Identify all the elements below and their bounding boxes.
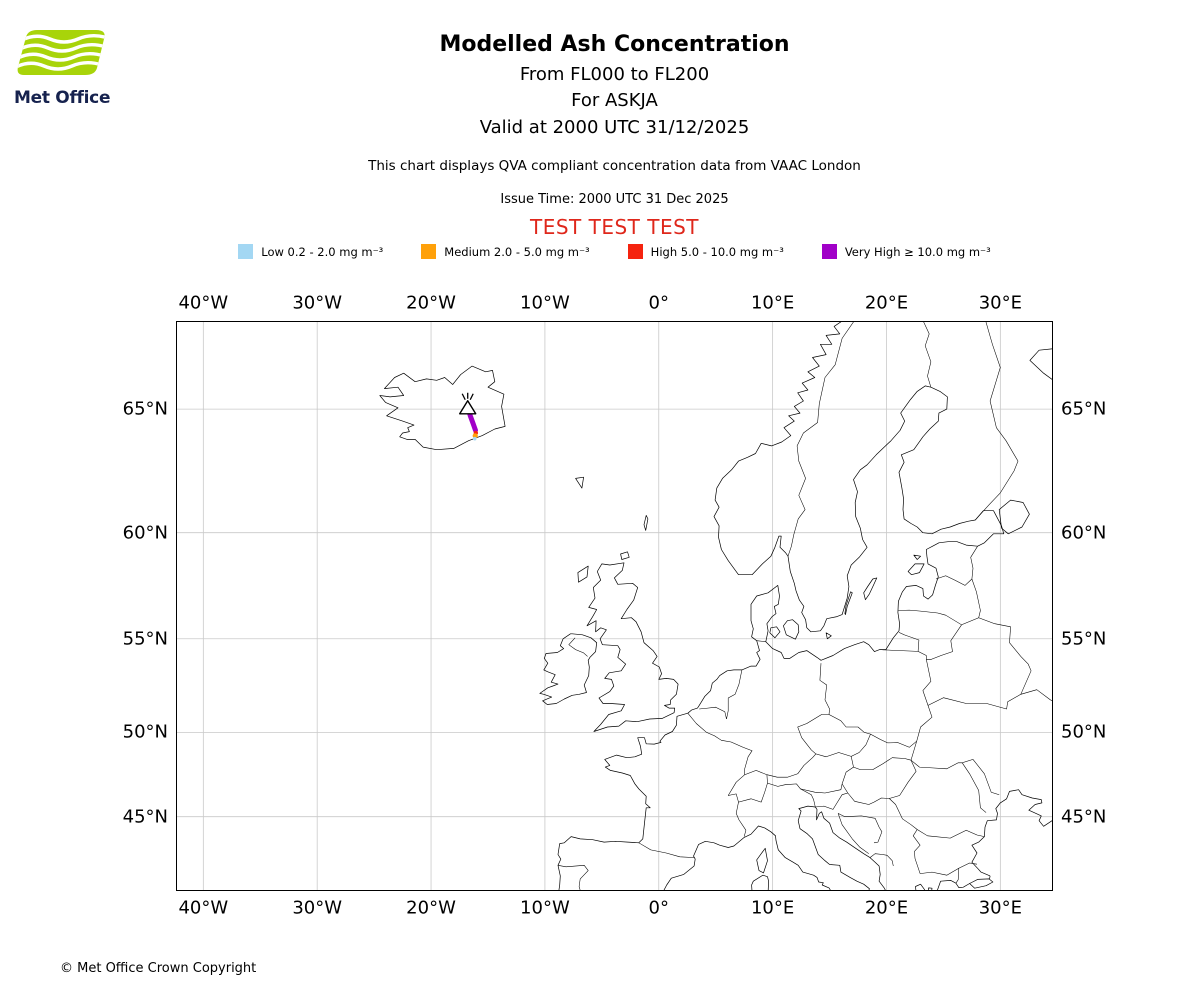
coastlines xyxy=(379,321,1053,891)
lat-tick-left: 55°N xyxy=(122,628,168,650)
flight-levels-subtitle: From FL000 to FL200 xyxy=(519,64,710,85)
lon-tick-top: 40°W xyxy=(178,292,229,314)
map-canvas xyxy=(176,321,1053,891)
map-frame xyxy=(176,321,1053,891)
legend: Low 0.2 - 2.0 mg m⁻³ Medium 2.0 - 5.0 mg … xyxy=(29,244,1200,259)
lat-tick-right: 50°N xyxy=(1061,721,1107,743)
legend-label-high: High 5.0 - 10.0 mg m⁻³ xyxy=(650,244,784,259)
lon-tick-top: 20°W xyxy=(406,292,456,314)
legend-label-medium: Medium 2.0 - 5.0 mg m⁻³ xyxy=(444,244,590,259)
legend-swatch-very_high xyxy=(821,244,837,259)
lon-tick-bottom: 30°E xyxy=(978,897,1022,919)
lon-tick-top: 30°W xyxy=(292,292,343,314)
lat-tick-right: 55°N xyxy=(1061,628,1107,650)
met-office-logo: Met Office xyxy=(14,28,134,108)
valid-time-subtitle: Valid at 2000 UTC 31/12/2025 xyxy=(479,117,750,138)
lon-tick-top: 10°E xyxy=(750,292,795,314)
lat-tick-right: 45°N xyxy=(1061,806,1107,828)
legend-item-medium: Medium 2.0 - 5.0 mg m⁻³ xyxy=(421,244,590,259)
legend-label-low: Low 0.2 - 2.0 mg m⁻³ xyxy=(261,244,384,259)
lat-tick-right: 65°N xyxy=(1061,398,1107,420)
legend-label-very_high: Very High ≥ 10.0 mg m⁻³ xyxy=(844,244,991,259)
legend-item-very_high: Very High ≥ 10.0 mg m⁻³ xyxy=(821,244,991,259)
lon-tick-bottom: 0° xyxy=(648,897,669,919)
map-content xyxy=(176,321,1053,891)
met-office-flag-icon xyxy=(17,30,105,75)
test-banner: TEST TEST TEST xyxy=(529,215,699,239)
lon-tick-bottom: 40°W xyxy=(178,897,229,919)
lon-tick-bottom: 10°W xyxy=(520,897,570,919)
lon-tick-top: 10°W xyxy=(520,292,570,314)
country-borders xyxy=(557,321,1053,891)
lat-tick-left: 65°N xyxy=(122,398,168,420)
copyright-notice: © Met Office Crown Copyright xyxy=(60,961,257,976)
lon-tick-bottom: 20°W xyxy=(406,897,456,919)
lon-tick-top: 20°E xyxy=(864,292,909,314)
lat-tick-left: 50°N xyxy=(122,721,168,743)
lat-tick-left: 60°N xyxy=(122,522,168,544)
volcano-subtitle: For ASKJA xyxy=(571,90,658,111)
legend-item-high: High 5.0 - 10.0 mg m⁻³ xyxy=(627,244,784,259)
lon-tick-bottom: 10°E xyxy=(750,897,795,919)
page-title: Modelled Ash Concentration xyxy=(439,32,790,57)
legend-swatch-high xyxy=(627,244,643,259)
lon-tick-bottom: 30°W xyxy=(292,897,343,919)
legend-swatch-medium xyxy=(421,244,437,259)
legend-item-low: Low 0.2 - 2.0 mg m⁻³ xyxy=(238,244,383,259)
issue-time: Issue Time: 2000 UTC 31 Dec 2025 xyxy=(500,192,729,207)
lon-tick-top: 0° xyxy=(648,292,669,314)
legend-swatch-low xyxy=(238,244,254,259)
volcano-icon xyxy=(459,392,477,415)
lon-tick-top: 30°E xyxy=(978,292,1022,314)
lat-tick-left: 45°N xyxy=(122,806,168,828)
lat-tick-right: 60°N xyxy=(1061,522,1107,544)
lon-tick-bottom: 20°E xyxy=(864,897,909,919)
chart-description: This chart displays QVA compliant concen… xyxy=(368,158,861,174)
grid-lines xyxy=(176,321,1053,891)
met-office-logo-text: Met Office xyxy=(14,88,111,108)
